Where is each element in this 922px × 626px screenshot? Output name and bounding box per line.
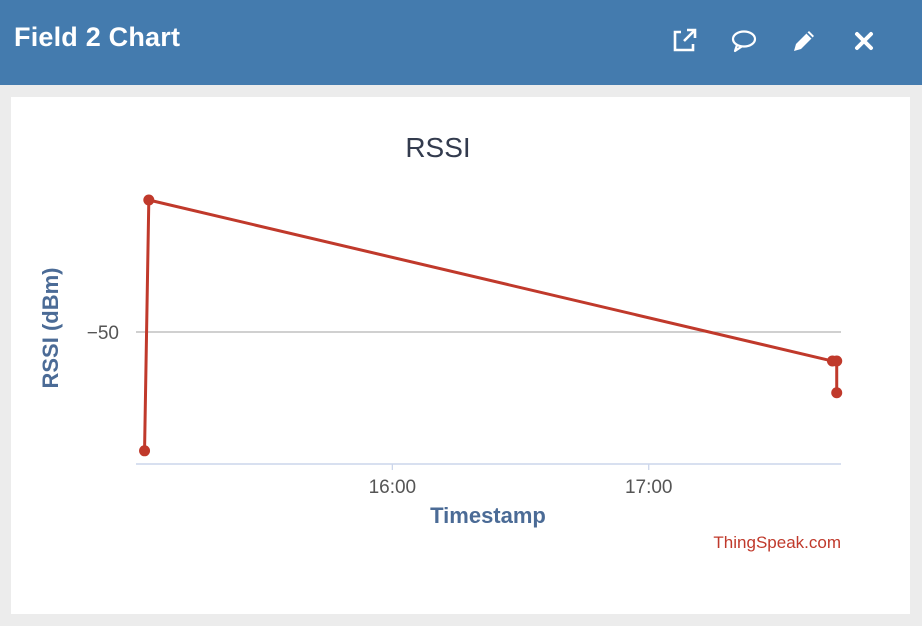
- x-tick-label: 16:00: [369, 477, 417, 498]
- chart-credit[interactable]: ThingSpeak.com: [713, 533, 841, 552]
- comment-button[interactable]: [714, 24, 774, 58]
- y-ticks: −50: [87, 323, 119, 344]
- window-title: Field 2 Chart: [14, 22, 181, 52]
- close-icon: [855, 32, 873, 50]
- comment-icon: [731, 30, 757, 53]
- data-point[interactable]: [831, 387, 843, 399]
- close-button[interactable]: [834, 24, 894, 58]
- data-point[interactable]: [831, 355, 843, 367]
- data-point[interactable]: [143, 194, 155, 206]
- window-header: Field 2 Chart: [0, 0, 922, 85]
- header-actions: [654, 24, 894, 58]
- series-line: [143, 198, 839, 451]
- popout-icon: [673, 28, 697, 52]
- y-axis-title: RSSI (dBm): [38, 268, 63, 389]
- x-ticks: 16:00 17:00: [369, 464, 673, 498]
- y-tick-label: −50: [87, 323, 119, 344]
- series-layer: [139, 194, 843, 457]
- x-tick-label: 17:00: [625, 477, 673, 498]
- popout-button[interactable]: [654, 24, 714, 58]
- chart-title: RSSI: [405, 132, 470, 163]
- chart-panel: RSSI 16:00 17:00 −50 Timestamp RSSI (dBm)…: [11, 97, 910, 614]
- edit-button[interactable]: [774, 24, 834, 58]
- data-point[interactable]: [139, 445, 151, 457]
- x-axis-title: Timestamp: [430, 503, 546, 528]
- edit-icon: [794, 31, 814, 51]
- rssi-chart: RSSI 16:00 17:00 −50 Timestamp RSSI (dBm)…: [38, 132, 843, 552]
